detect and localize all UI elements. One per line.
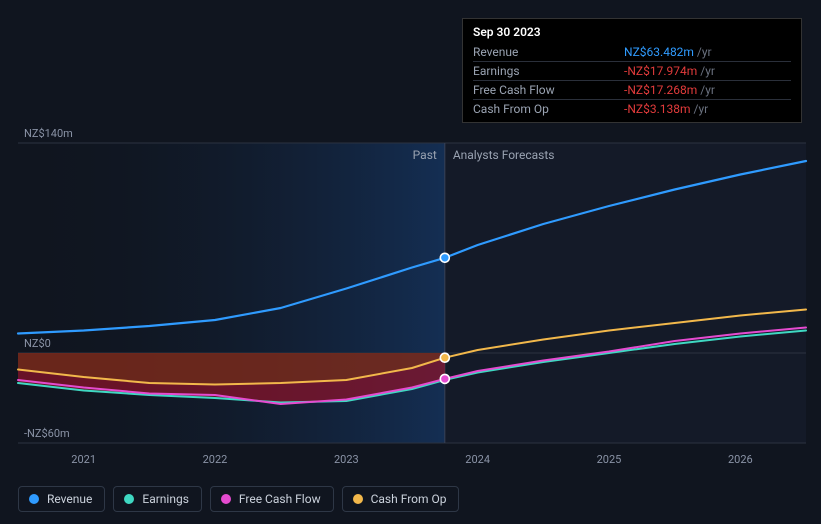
legend-item-fcf[interactable]: Free Cash Flow: [210, 486, 334, 512]
tooltip-row: Cash From Op-NZ$3.138m /yr: [473, 100, 791, 119]
legend-swatch-icon: [221, 494, 231, 504]
tooltip-row-value: -NZ$17.268m /yr: [624, 81, 791, 100]
tooltip-table: RevenueNZ$63.482m /yrEarnings-NZ$17.974m…: [473, 43, 791, 118]
svg-text:2026: 2026: [728, 453, 753, 466]
svg-text:2022: 2022: [203, 453, 228, 466]
legend-item-label: Revenue: [47, 492, 92, 506]
svg-text:NZ$140m: NZ$140m: [24, 127, 73, 140]
legend-item-cfo[interactable]: Cash From Op: [342, 486, 460, 512]
svg-text:2025: 2025: [597, 453, 622, 466]
legend-swatch-icon: [353, 494, 363, 504]
tooltip-row: RevenueNZ$63.482m /yr: [473, 43, 791, 62]
legend-item-label: Cash From Op: [371, 492, 447, 506]
chart-tooltip: Sep 30 2023 RevenueNZ$63.482m /yrEarning…: [462, 18, 802, 123]
legend-item-label: Free Cash Flow: [239, 492, 321, 506]
tooltip-row: Earnings-NZ$17.974m /yr: [473, 62, 791, 81]
legend-swatch-icon: [124, 494, 134, 504]
tooltip-row-label: Free Cash Flow: [473, 81, 624, 100]
tooltip-date: Sep 30 2023: [473, 25, 791, 39]
tooltip-row-value: NZ$63.482m /yr: [624, 43, 791, 62]
svg-text:NZ$0: NZ$0: [24, 337, 51, 350]
tooltip-row: Free Cash Flow-NZ$17.268m /yr: [473, 81, 791, 100]
svg-text:Analysts Forecasts: Analysts Forecasts: [453, 148, 555, 162]
forecast-chart: { "chart": { "type": "line", "width": 82…: [0, 0, 821, 524]
tooltip-row-label: Revenue: [473, 43, 624, 62]
legend-item-revenue[interactable]: Revenue: [18, 486, 105, 512]
svg-text:2024: 2024: [465, 453, 490, 466]
tooltip-row-value: -NZ$17.974m /yr: [624, 62, 791, 81]
legend-item-label: Earnings: [142, 492, 189, 506]
tooltip-row-label: Earnings: [473, 62, 624, 81]
svg-text:2021: 2021: [71, 453, 96, 466]
legend-item-earnings[interactable]: Earnings: [113, 486, 202, 512]
svg-text:2023: 2023: [334, 453, 359, 466]
tooltip-row-label: Cash From Op: [473, 100, 624, 119]
chart-legend: Revenue Earnings Free Cash Flow Cash From O…: [18, 486, 459, 512]
legend-swatch-icon: [29, 494, 39, 504]
svg-text:-NZ$60m: -NZ$60m: [24, 427, 70, 440]
tooltip-row-value: -NZ$3.138m /yr: [624, 100, 791, 119]
svg-text:Past: Past: [413, 148, 437, 162]
